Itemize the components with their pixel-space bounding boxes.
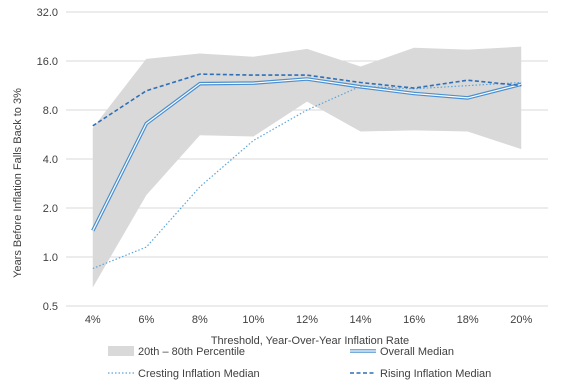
legend-label: Rising Inflation Median bbox=[380, 368, 491, 380]
y-tick-label: 16.0 bbox=[37, 56, 58, 68]
x-tick-label: 14% bbox=[350, 314, 372, 326]
legend-label: Cresting Inflation Median bbox=[138, 368, 260, 380]
legend: 20th – 80th Percentile Overall Median Cres… bbox=[108, 346, 491, 380]
percentile-band bbox=[92, 46, 522, 288]
series-line-overall-median bbox=[92, 78, 522, 231]
x-axis-ticks: 4% 6% 8% 10% 12% 14% 16% 18% 20% bbox=[85, 314, 533, 326]
x-tick-label: 6% bbox=[138, 314, 154, 326]
percentile-band-layer bbox=[92, 46, 522, 288]
x-tick-label: 20% bbox=[510, 314, 532, 326]
legend-item: Cresting Inflation Median bbox=[108, 368, 260, 380]
legend-item: 20th – 80th Percentile bbox=[108, 346, 245, 358]
y-tick-label: 4.0 bbox=[43, 154, 58, 166]
legend-label: Overall Median bbox=[380, 346, 454, 358]
y-tick-label: 2.0 bbox=[43, 203, 58, 215]
series-line-cresting-inflation-median bbox=[92, 81, 522, 270]
series-lines bbox=[91, 73, 522, 270]
y-tick-label: 1.0 bbox=[43, 252, 58, 264]
x-axis-title: Threshold, Year-Over-Year Inflation Rate bbox=[211, 335, 409, 347]
x-tick-label: 16% bbox=[403, 314, 425, 326]
y-tick-label: 8.0 bbox=[43, 105, 58, 117]
x-tick-label: 10% bbox=[242, 314, 264, 326]
x-tick-label: 12% bbox=[296, 314, 318, 326]
y-axis-ticks: 0.5 1.0 2.0 4.0 8.0 16.0 32.0 bbox=[37, 7, 58, 313]
y-axis-title: Years Before Inflation Falls Back to 3% bbox=[12, 88, 24, 278]
legend-label: 20th – 80th Percentile bbox=[138, 346, 245, 358]
y-tick-label: 32.0 bbox=[37, 7, 58, 19]
y-tick-label: 0.5 bbox=[43, 301, 58, 313]
legend-swatch bbox=[108, 346, 134, 356]
legend-item: Overall Median bbox=[350, 346, 454, 358]
series-line-rising-inflation-median bbox=[92, 73, 522, 127]
x-tick-label: 4% bbox=[85, 314, 101, 326]
x-tick-label: 18% bbox=[457, 314, 479, 326]
legend-item: Rising Inflation Median bbox=[350, 368, 491, 380]
x-tick-label: 8% bbox=[192, 314, 208, 326]
